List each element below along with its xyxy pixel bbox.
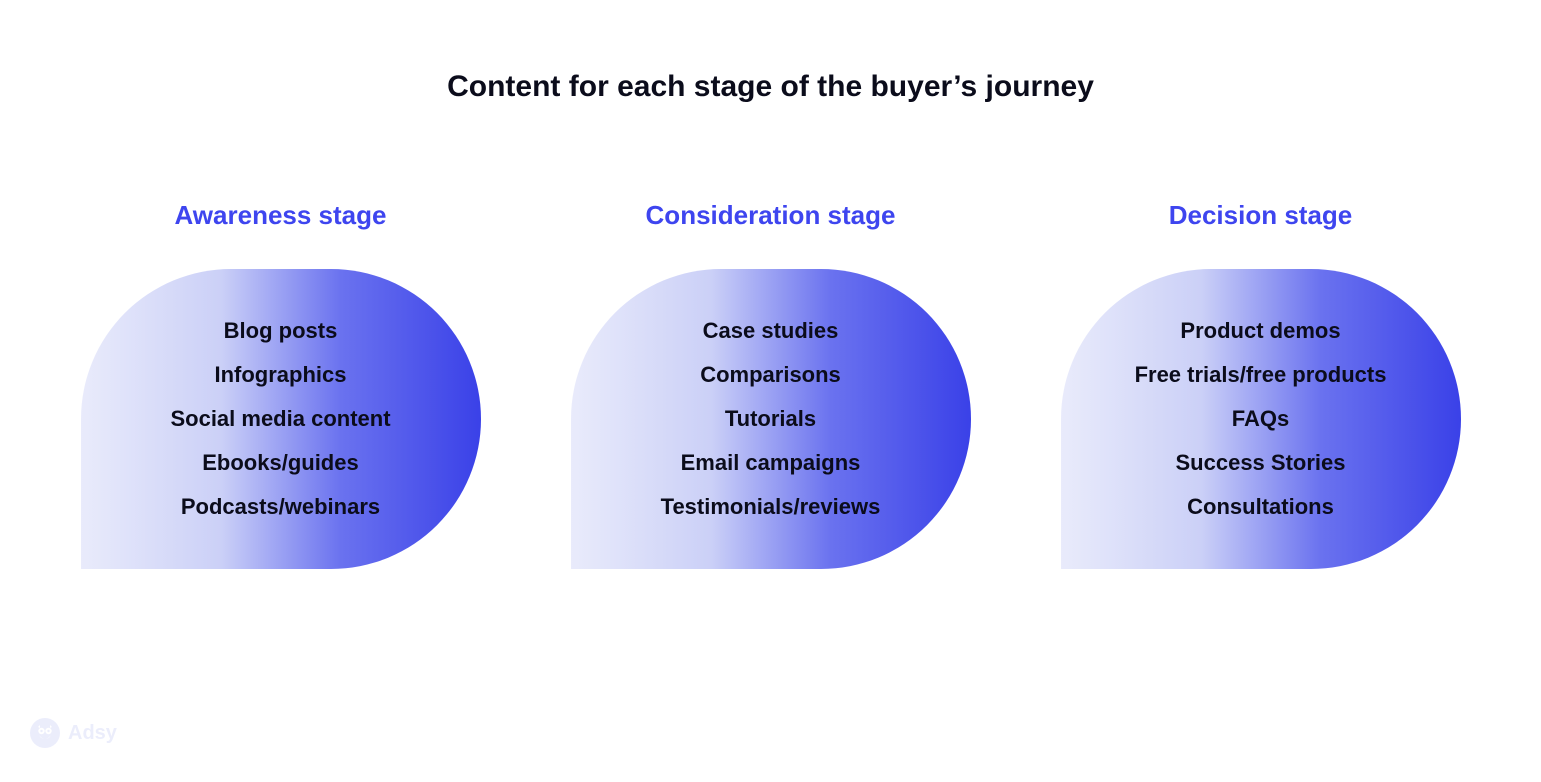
- stage-card: Product demos Free trials/free products …: [1061, 269, 1461, 569]
- stage-item: Ebooks/guides: [202, 451, 358, 475]
- owl-icon: [30, 718, 60, 748]
- stage-item: Free trials/free products: [1135, 363, 1387, 387]
- stage-item: Blog posts: [224, 319, 338, 343]
- stage-heading: Awareness stage: [175, 200, 387, 231]
- stage-decision: Decision stage Product demos Free trials…: [1061, 200, 1461, 569]
- watermark: Adsy: [30, 718, 117, 748]
- stage-item: Case studies: [703, 319, 839, 343]
- watermark-text: Adsy: [68, 722, 117, 745]
- stage-heading: Decision stage: [1169, 200, 1353, 231]
- stage-item: Comparisons: [700, 363, 841, 387]
- stage-awareness: Awareness stage Blog posts Infographics …: [81, 200, 481, 569]
- stage-item: Social media content: [170, 407, 390, 431]
- main-title: Content for each stage of the buyer’s jo…: [0, 70, 1541, 104]
- stages-row: Awareness stage Blog posts Infographics …: [0, 200, 1541, 569]
- stage-consideration: Consideration stage Case studies Compari…: [571, 200, 971, 569]
- stage-item: Email campaigns: [681, 451, 861, 475]
- stage-item: Testimonials/reviews: [661, 495, 881, 519]
- stage-item: FAQs: [1232, 407, 1289, 431]
- stage-card: Blog posts Infographics Social media con…: [81, 269, 481, 569]
- stage-heading: Consideration stage: [646, 200, 896, 231]
- stage-item: Success Stories: [1176, 451, 1346, 475]
- stage-item: Infographics: [214, 363, 346, 387]
- stage-item: Consultations: [1187, 495, 1334, 519]
- stage-item: Product demos: [1180, 319, 1340, 343]
- stage-item: Tutorials: [725, 407, 816, 431]
- stage-card: Case studies Comparisons Tutorials Email…: [571, 269, 971, 569]
- stage-item: Podcasts/webinars: [181, 495, 380, 519]
